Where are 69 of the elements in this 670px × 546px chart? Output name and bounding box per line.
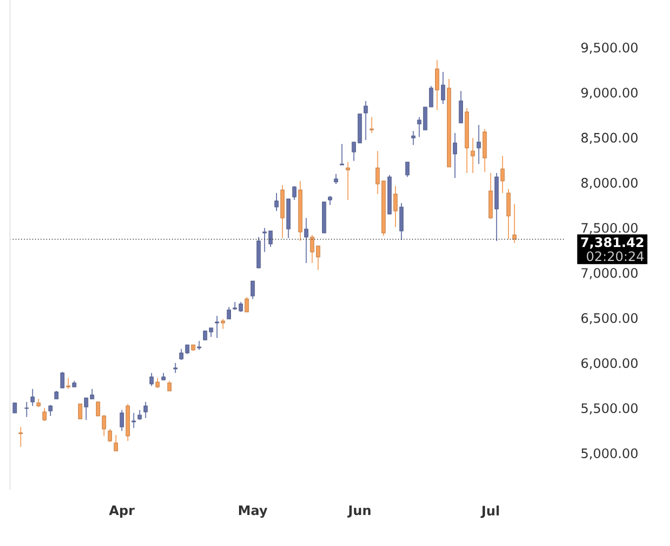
ref-line-label: 7,381.42 (581, 237, 644, 249)
candlestick (30, 388, 35, 406)
candlestick (138, 409, 142, 420)
candlestick (440, 71, 446, 104)
candlestick (346, 162, 350, 200)
candlestick (274, 192, 279, 212)
text: 02:20:24 (586, 251, 644, 262)
candlestick (78, 403, 82, 420)
candlestick (114, 434, 118, 452)
x-tick-label: Jun (347, 506, 370, 518)
y-tick-label: 8,500.00 (581, 132, 638, 144)
candlestick (102, 414, 106, 436)
candlestick (244, 296, 249, 312)
x-tick-label: Jul (480, 506, 499, 518)
candlestick (405, 162, 410, 178)
y-tick-label: 5,500.00 (582, 403, 638, 414)
candlestick (96, 401, 100, 416)
candlestick (393, 185, 398, 228)
candlestick (144, 401, 148, 418)
candlestick (370, 116, 374, 134)
y-tick-label: 8,000.00 (581, 178, 638, 190)
candlestick (452, 132, 458, 178)
candlestick (334, 174, 338, 185)
x-tick-label: May (239, 506, 268, 518)
candlestick (42, 407, 47, 422)
candlestick (250, 280, 255, 300)
candlestick (292, 185, 296, 200)
candlestick (12, 402, 17, 414)
candlestick (167, 380, 172, 392)
candlestick (458, 90, 463, 124)
candlestick (376, 150, 380, 195)
candlestick (340, 143, 344, 166)
candlestick (203, 330, 208, 340)
candlestick (226, 306, 231, 320)
candlestick (328, 195, 332, 206)
y-tick-label: 5,000.00 (582, 448, 638, 460)
candlestick (506, 188, 511, 240)
candlestick (48, 404, 53, 416)
candlestick (500, 155, 505, 194)
y-tick-label: 7,500.00 (582, 222, 638, 234)
candlestick (512, 203, 517, 244)
candlestick (364, 100, 368, 141)
candlestick (220, 318, 226, 330)
y-tick-label: 9,500.00 (581, 42, 638, 54)
candlestick (399, 202, 404, 240)
y-tick-label: 9,000.00 (581, 88, 638, 99)
candlestick (470, 137, 475, 174)
candlestick (268, 230, 273, 248)
candlestick (304, 217, 308, 264)
candlestick (411, 130, 416, 146)
y-tick-label: 6,500.00 (581, 313, 638, 324)
candlestick (60, 371, 64, 388)
y-tick-label: 6,000.00 (581, 358, 638, 370)
candlestick (149, 372, 154, 386)
candlestick (476, 124, 481, 164)
candlestick (66, 377, 70, 390)
candlestick (173, 362, 178, 374)
candlestick (435, 59, 440, 110)
candlestick (24, 401, 29, 418)
candlestick (262, 228, 267, 252)
candlestick (214, 315, 220, 338)
candlestick (132, 412, 136, 428)
candlestick (120, 409, 124, 432)
candlestick (18, 426, 23, 448)
candlestick (155, 377, 160, 388)
y-tick-label: 7,000.00 (582, 268, 638, 280)
candlestick (108, 428, 112, 442)
x-tick-label: Apr (109, 506, 135, 518)
candlestick (208, 327, 214, 338)
